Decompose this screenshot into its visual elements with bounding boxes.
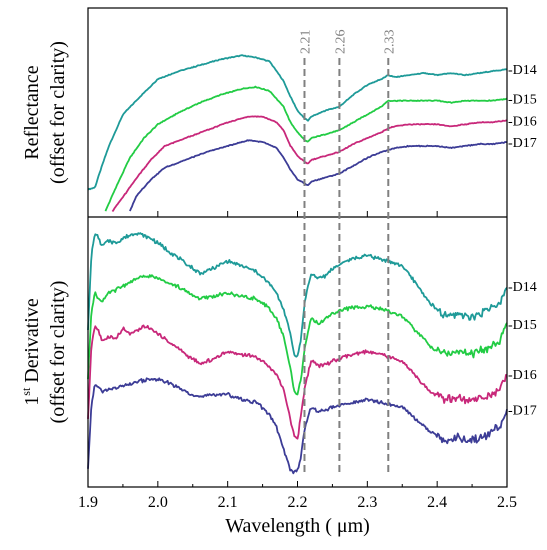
text-layer: -D14 -D15 -D16 -D17 -D14 -D15 -D16 -D17 1.9 2.0 2.… [19, 30, 537, 538]
series-line-bottom-d17 [87, 377, 508, 475]
series-label-top-d15: -D15 [508, 93, 537, 108]
x-tick-label: 2.4 [427, 494, 447, 511]
series-line-bottom-d14 [87, 232, 508, 358]
series-label-bottom-d16: -D16 [508, 368, 537, 383]
series-label-top-d14: -D14 [508, 63, 537, 78]
x-axis-label: Wavelength ( μm) [225, 515, 370, 537]
y-axis-label-bottom-line1: 1st Derivative [19, 298, 43, 406]
series-line-top-d15 [104, 85, 508, 212]
x-tick-label: 2.0 [148, 494, 168, 511]
reference-label-2-33: 2.33 [382, 30, 397, 55]
series-label-bottom-d15: -D15 [508, 318, 537, 333]
series-layer [87, 54, 508, 475]
series-line-bottom-d16 [87, 324, 508, 440]
x-tick-label: 2.5 [497, 494, 517, 511]
x-tick-label: 2.1 [218, 494, 238, 511]
reference-label-2-26: 2.26 [333, 30, 348, 55]
y-axis-label-top-line1: Reflectance [21, 65, 43, 159]
x-tick-label: 1.9 [78, 494, 98, 511]
series-line-top-d14 [87, 54, 508, 191]
series-line-bottom-d15 [87, 274, 508, 396]
series-label-top-d17: -D17 [508, 136, 537, 151]
x-tick-label: 2.2 [288, 494, 308, 511]
x-tick-label: 2.3 [357, 494, 377, 511]
series-label-top-d16: -D16 [508, 114, 537, 129]
series-line-top-d17 [129, 139, 508, 212]
frame-layer [87, 7, 508, 488]
series-label-bottom-d14: -D14 [508, 280, 537, 295]
series-label-bottom-d17: -D17 [508, 403, 537, 418]
y-axis-label-bottom-line2: (offset for clarity) [47, 281, 69, 424]
y-axis-label-top-line2: (offset for clarity) [47, 41, 69, 184]
series-line-top-d16 [111, 115, 508, 213]
plot-frame [87, 7, 508, 488]
reference-label-2-21: 2.21 [298, 30, 313, 55]
